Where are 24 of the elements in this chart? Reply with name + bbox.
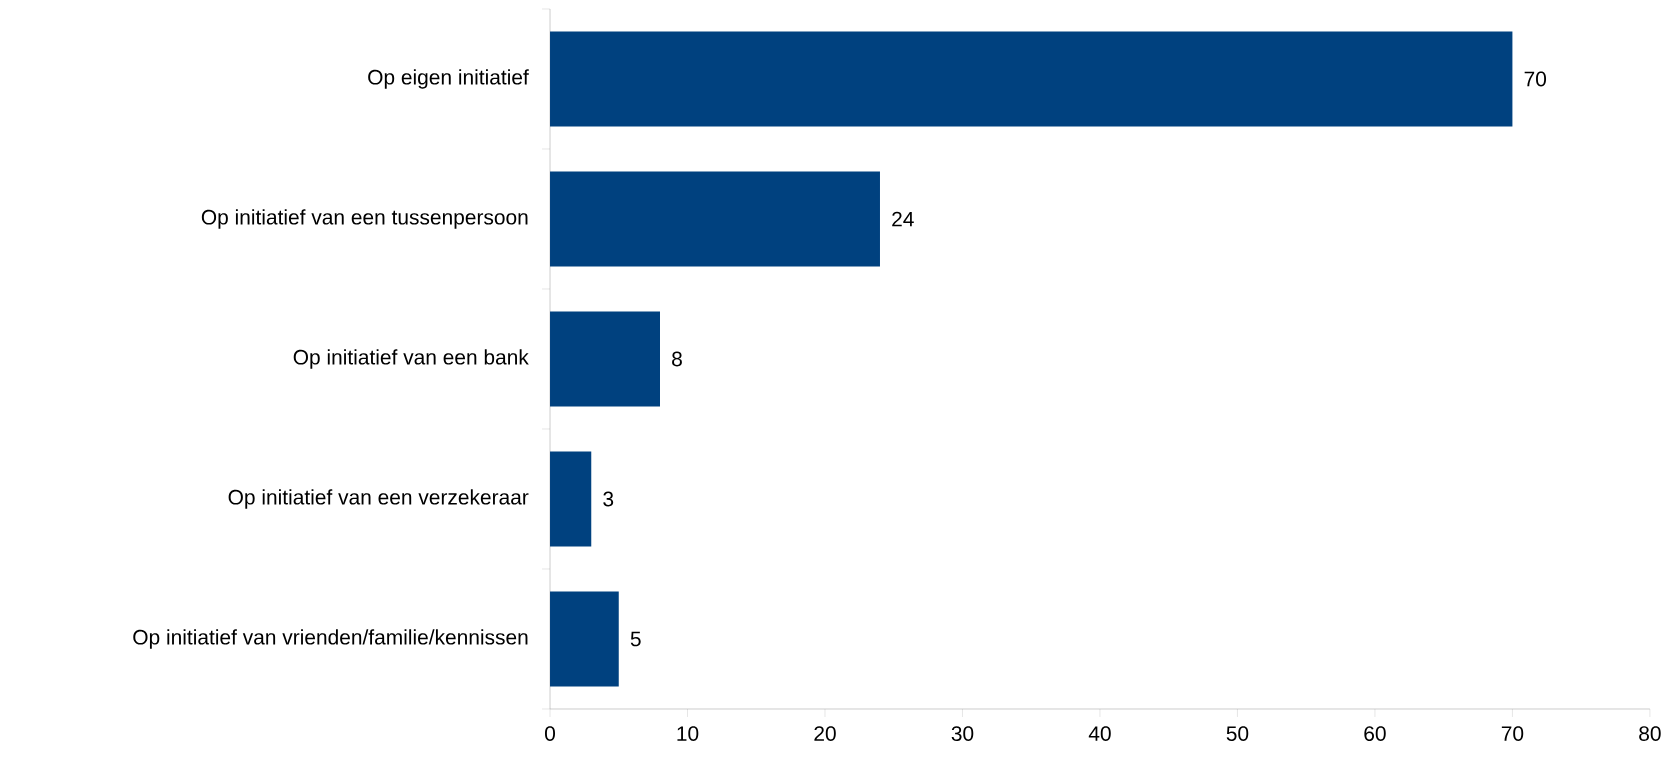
y-tick-label: Op initiatief van een tussenpersoon xyxy=(201,209,528,229)
x-tick-label: 70 xyxy=(1501,726,1524,741)
x-tick-label: 0 xyxy=(545,726,556,741)
data-label: 5 xyxy=(630,631,641,647)
x-tick-label: 50 xyxy=(1226,726,1249,741)
data-label: 24 xyxy=(892,211,914,227)
bar xyxy=(550,31,1513,127)
y-tick-label: Op eigen initiatief xyxy=(368,69,529,89)
x-tick-label: 80 xyxy=(1639,726,1661,741)
data-label: 8 xyxy=(672,351,682,367)
x-tick-label: 60 xyxy=(1364,726,1386,741)
bar xyxy=(550,311,660,407)
bar xyxy=(550,451,592,547)
data-label: 3 xyxy=(603,491,614,507)
x-tick-label: 30 xyxy=(951,726,974,741)
y-tick-label: Op initiatief van een verzekeraar xyxy=(228,489,529,509)
y-tick-label: Op initiatief van een bank xyxy=(293,349,529,369)
bar xyxy=(550,591,619,687)
x-tick-label: 20 xyxy=(814,726,836,741)
bar xyxy=(550,171,880,267)
y-tick-label: Op initiatief van vrienden/familie/kennissen xyxy=(133,629,528,649)
x-tick-label: 40 xyxy=(1088,726,1111,741)
data-label: 70 xyxy=(1524,71,1547,87)
x-tick-label: 10 xyxy=(677,726,699,741)
